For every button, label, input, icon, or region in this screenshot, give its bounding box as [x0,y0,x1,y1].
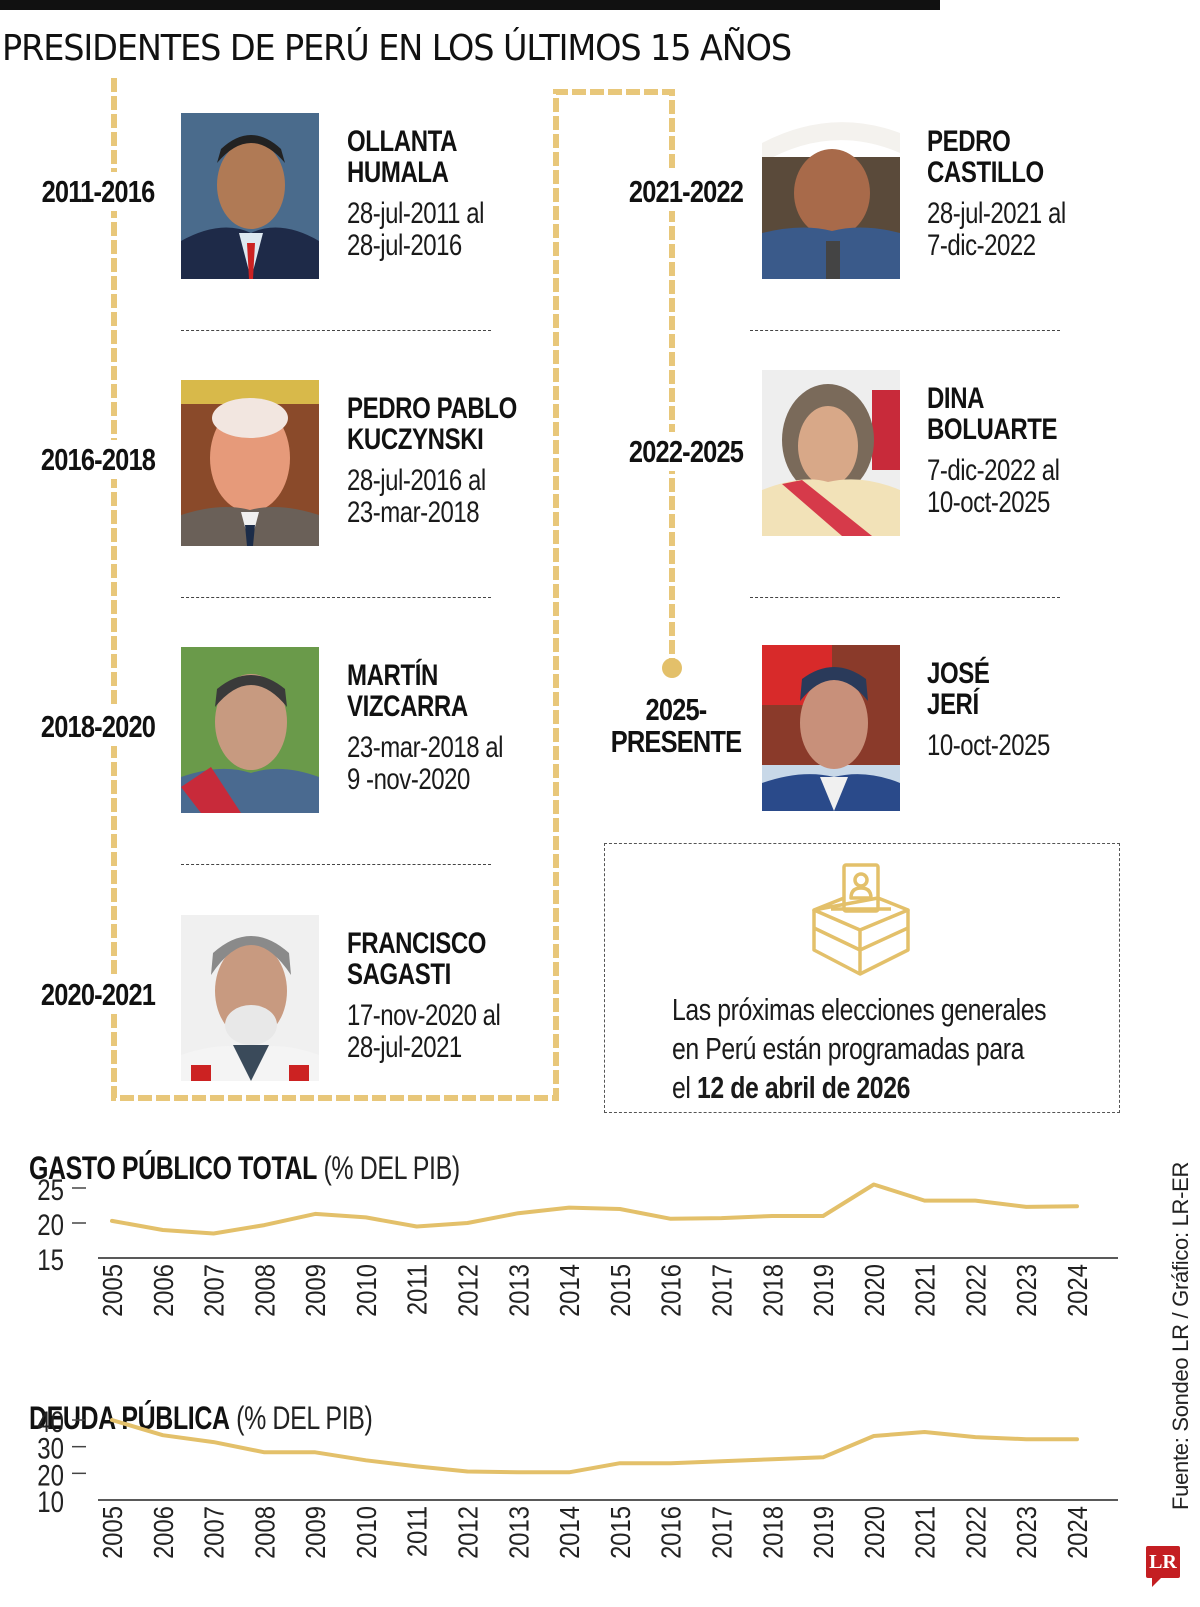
portrait-jeri [762,645,900,811]
svg-text:2021: 2021 [909,1506,941,1559]
period-label: 2018-2020 [32,707,164,746]
svg-text:2020: 2020 [858,1506,890,1559]
svg-text:2015: 2015 [604,1264,636,1317]
president-name: PEDRO CASTILLO [927,125,1044,189]
ballot-box-icon [812,863,910,976]
svg-text:2009: 2009 [299,1506,331,1559]
president-name: DINA BOLUARTE [927,382,1058,446]
svg-text:2019: 2019 [807,1506,839,1559]
svg-text:2010: 2010 [350,1506,382,1559]
president-dates: 28-jul-2011 al 28-jul-2016 [347,197,484,262]
svg-text:2005: 2005 [96,1264,128,1317]
svg-text:2007: 2007 [198,1506,230,1559]
separator [750,330,1060,331]
svg-text:20: 20 [37,1207,64,1241]
svg-text:2024: 2024 [1061,1264,1093,1317]
svg-text:2005: 2005 [96,1506,128,1559]
portrait-humala [181,113,319,279]
svg-text:2022: 2022 [960,1506,992,1559]
portrait-castillo [762,113,900,279]
svg-text:2012: 2012 [452,1506,484,1559]
president-dates: 28-jul-2021 al 7-dic-2022 [927,197,1066,262]
president-name: PEDRO PABLO KUCZYNSKI [347,392,517,456]
svg-text:2017: 2017 [706,1506,738,1559]
svg-text:2017: 2017 [706,1264,738,1317]
top-rule [0,0,940,10]
president-dates: 23-mar-2018 al 9 -nov-2020 [347,731,504,796]
period-label: 2011-2016 [32,172,164,211]
period-label: 2021-2022 [620,172,752,211]
svg-text:2014: 2014 [553,1506,585,1559]
president-dates: 17-nov-2020 al 28-jul-2021 [347,999,501,1064]
svg-text:30: 30 [37,1431,64,1465]
election-text: Las próximas elecciones generales en Per… [672,992,1047,1105]
portrait-boluarte [762,370,900,536]
svg-text:2023: 2023 [1010,1264,1042,1317]
svg-text:2013: 2013 [502,1264,534,1317]
separator [181,597,491,598]
svg-text:2018: 2018 [756,1506,788,1559]
svg-text:2022: 2022 [960,1264,992,1317]
svg-text:2008: 2008 [249,1506,281,1559]
svg-text:2016: 2016 [655,1506,687,1559]
separator [181,864,491,865]
lr-logo: LR [1146,1546,1180,1578]
period-label: 2022-2025 [620,432,752,471]
portrait-kuczynski [181,380,319,546]
svg-text:2015: 2015 [604,1506,636,1559]
svg-text:25: 25 [37,1172,64,1206]
source-credit: Fuente: Sondeo LR / Gráfico: LR-ER [1168,1161,1193,1510]
svg-text:2006: 2006 [147,1264,179,1317]
page-title: PRESIDENTES DE PERÚ EN LOS ÚLTIMOS 15 AÑ… [2,28,792,69]
svg-text:2023: 2023 [1010,1506,1042,1559]
svg-text:2010: 2010 [350,1264,382,1317]
svg-text:2008: 2008 [249,1264,281,1317]
president-dates: 10-oct-2025 [927,729,1050,762]
president-name: JOSÉ JERÍ [927,657,990,721]
period-label: 2020-2021 [32,975,164,1014]
timeline-end-dot [662,658,682,678]
president-dates: 28-jul-2016 al 23-mar-2018 [347,464,486,529]
svg-text:20: 20 [37,1458,64,1492]
svg-text:2018: 2018 [756,1264,788,1317]
svg-text:2016: 2016 [655,1264,687,1317]
svg-text:2007: 2007 [198,1264,230,1317]
svg-text:2011: 2011 [401,1506,433,1557]
svg-text:15: 15 [37,1242,64,1276]
portrait-sagasti [181,915,319,1081]
svg-text:2009: 2009 [299,1264,331,1317]
period-label: 2016-2018 [32,440,164,479]
separator [750,597,1060,598]
timeline-path [111,78,682,1101]
svg-text:2006: 2006 [147,1506,179,1559]
svg-text:2011: 2011 [401,1264,433,1315]
president-name: FRANCISCO SAGASTI [347,927,487,991]
svg-text:2012: 2012 [452,1264,484,1317]
svg-text:2013: 2013 [502,1506,534,1559]
svg-text:10: 10 [37,1484,64,1518]
svg-text:2024: 2024 [1061,1506,1093,1559]
portrait-vizcarra [181,647,319,813]
svg-text:2014: 2014 [553,1264,585,1317]
chart-title-deuda: DEUDA PÚBLICA (% DEL PIB) [29,1400,373,1436]
svg-text:2021: 2021 [909,1264,941,1317]
president-dates: 7-dic-2022 al 10-oct-2025 [927,454,1060,519]
election-date: 12 de abril de 2026 [697,1070,910,1105]
chart-title-gasto: GASTO PÚBLICO TOTAL (% DEL PIB) [29,1150,460,1186]
lr-logo-tail [1152,1577,1162,1587]
election-info-box [604,843,1120,1113]
separator [181,330,491,331]
president-name: OLLANTA HUMALA [347,125,458,189]
svg-text:40: 40 [37,1404,64,1438]
svg-text:2020: 2020 [858,1264,890,1317]
president-name: MARTÍN VIZCARRA [347,659,468,723]
svg-text:2019: 2019 [807,1264,839,1317]
period-label: 2025- PRESENTE [610,690,742,762]
